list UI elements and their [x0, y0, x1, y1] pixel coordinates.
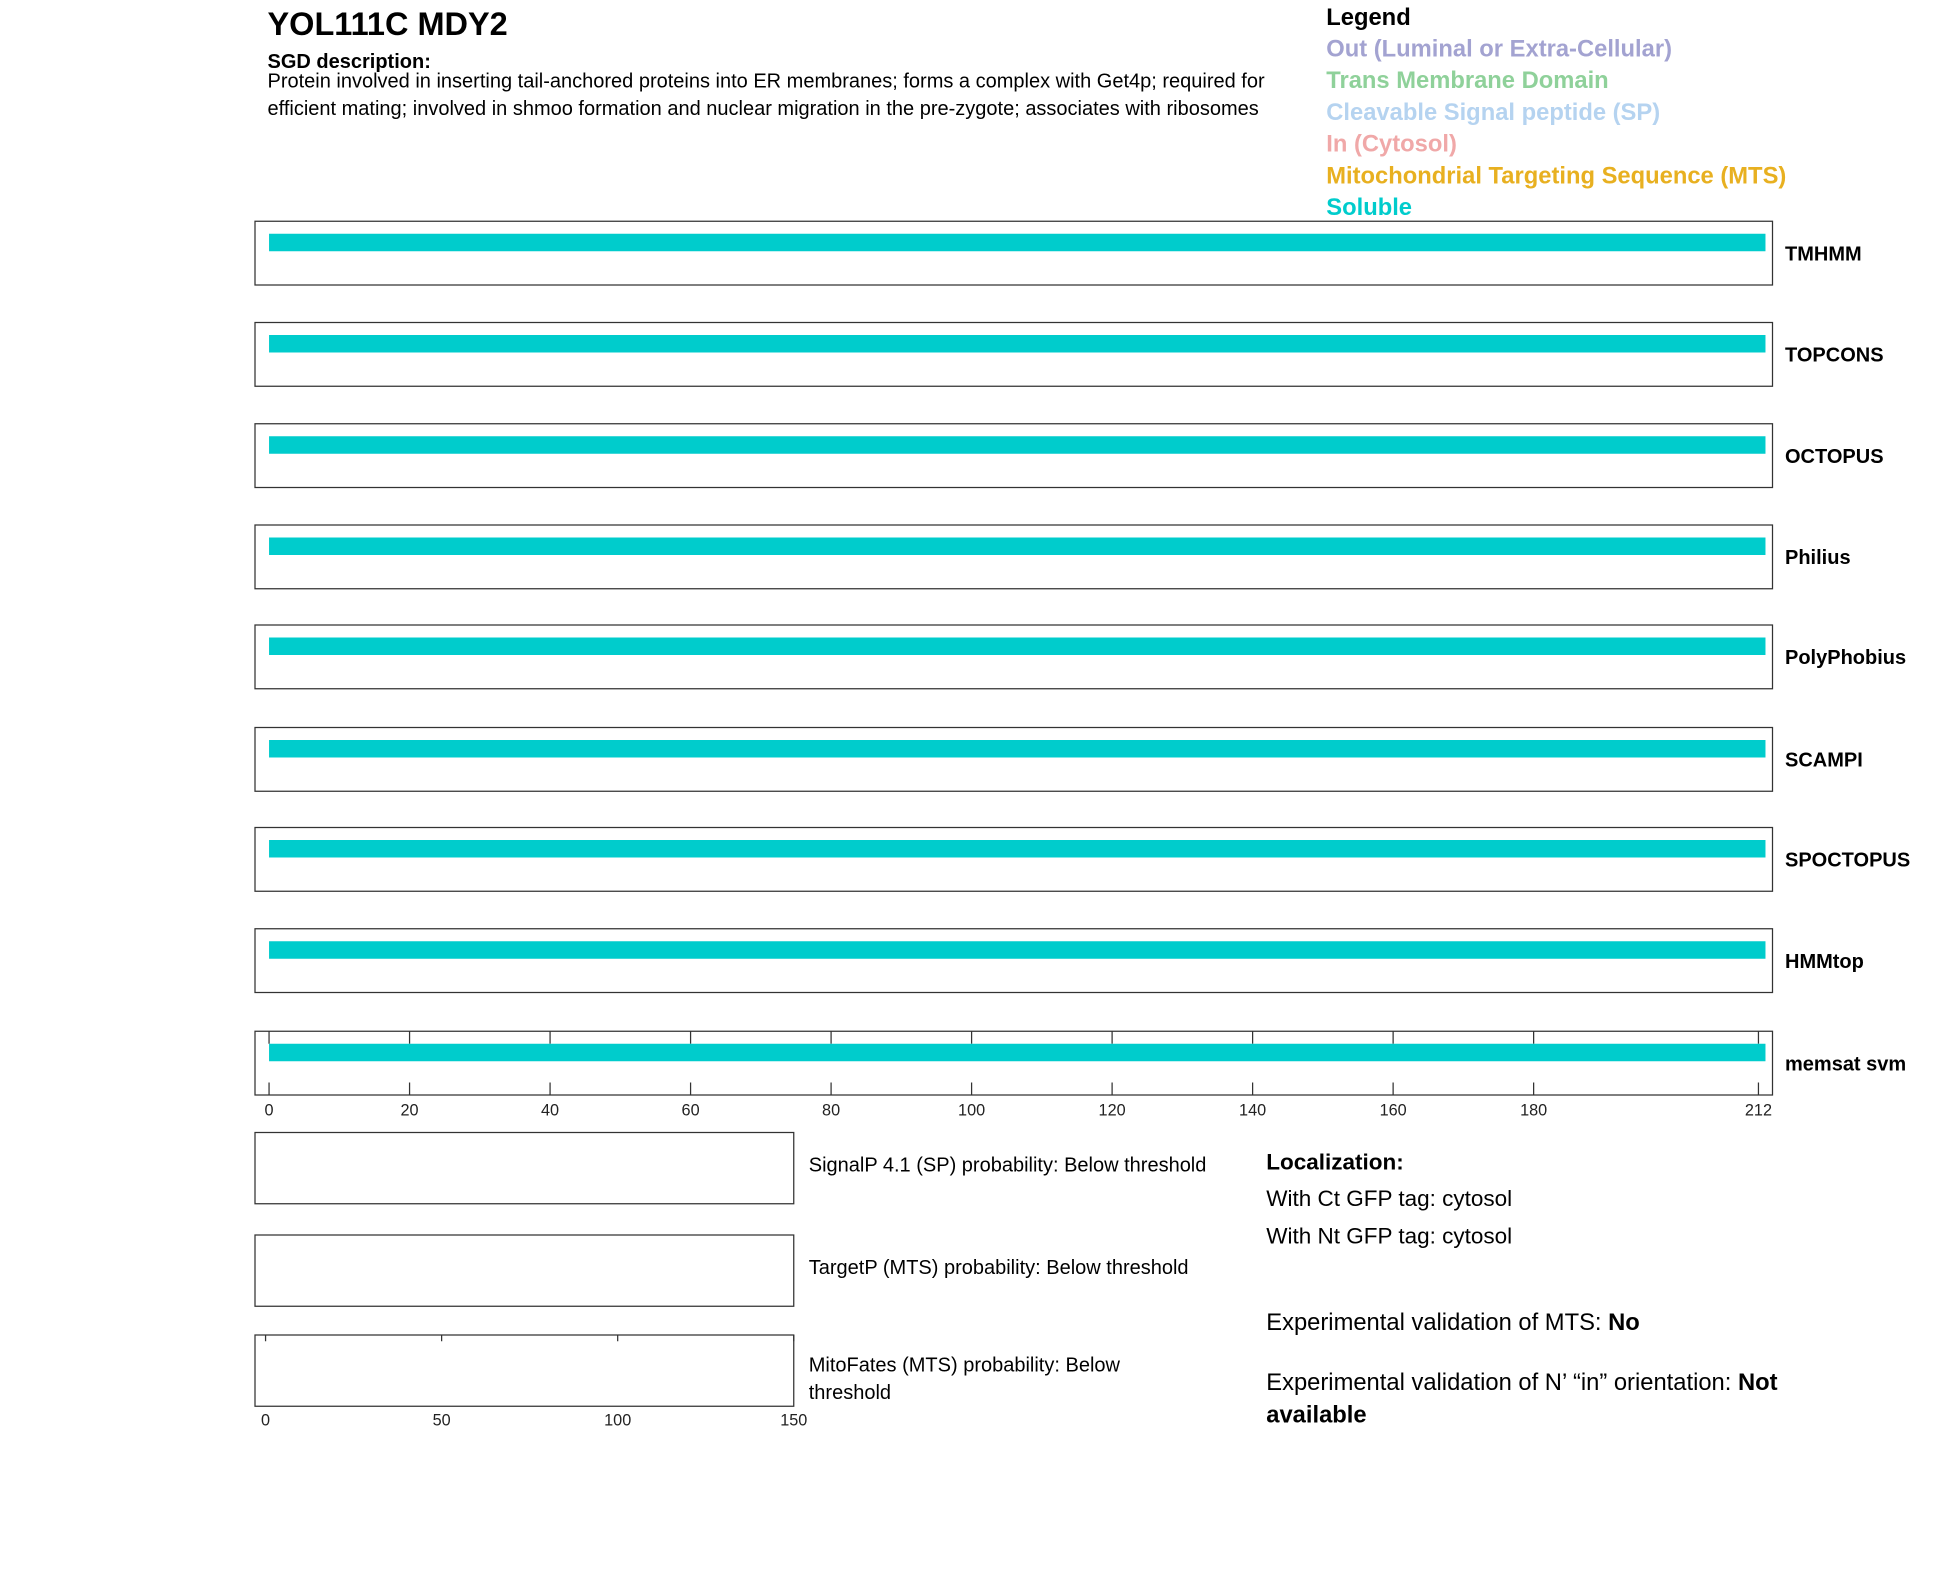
x-tick-label: 100 [604, 1412, 631, 1430]
legend-item: Out (Luminal or Extra-Cellular) [1326, 35, 1672, 62]
legend-item: Trans Membrane Domain [1326, 67, 1608, 94]
localization-item: With Nt GFP tag: cytosol [1266, 1223, 1512, 1248]
probability-box [254, 1131, 795, 1205]
track-box [254, 220, 1774, 286]
validation: Experimental validation of MTS: No [1266, 1308, 1841, 1341]
validation-value: Not available [1266, 1370, 1778, 1429]
track-box [254, 624, 1774, 690]
track-label: SPOCTOPUS [1785, 850, 1910, 872]
track-box [254, 826, 1774, 892]
x-tick-label: 100 [958, 1102, 985, 1120]
track-label: SCAMPI [1785, 750, 1863, 772]
description-box: Protein involved in inserting tail-ancho… [267, 71, 1265, 120]
localization-heading: Localization: [1266, 1150, 1404, 1175]
validation-label: Experimental validation of MTS: [1266, 1310, 1602, 1337]
track-label: PolyPhobius [1785, 647, 1906, 669]
track-box [254, 928, 1774, 994]
x-tick-label: 50 [433, 1412, 451, 1430]
segment [269, 436, 1766, 454]
track-box [254, 321, 1774, 387]
track-label: Philius [1785, 547, 1851, 569]
description: Protein involved in inserting tail-ancho… [267, 71, 1265, 120]
segment [269, 233, 1766, 252]
probability-label-box: TargetP (MTS) probability: Below thresho… [808, 1257, 1189, 1279]
x-tick-label: 212 [1745, 1102, 1772, 1120]
probability-label-box: MitoFates (MTS) probability: Below thres… [808, 1355, 1120, 1404]
x-tick-label: 60 [682, 1102, 700, 1120]
probability-label: MitoFates (MTS) probability: Below thres… [808, 1355, 1120, 1404]
x-tick-label: 160 [1380, 1102, 1407, 1120]
track-box [254, 726, 1774, 792]
description-heading: SGD description: [268, 51, 431, 73]
track-label: TOPCONS [1785, 345, 1884, 367]
segment [269, 1043, 1766, 1062]
segment [269, 840, 1766, 858]
validation-value: No [1608, 1310, 1640, 1337]
track-box [254, 423, 1774, 489]
probability-label: SignalP 4.1 (SP) probability: Below thre… [808, 1155, 1207, 1177]
track-label: TMHMM [1785, 243, 1862, 265]
legend-item: Mitochondrial Targeting Sequence (MTS) [1326, 162, 1786, 189]
validation-box: Experimental validation of N’ “in” orien… [1266, 1368, 1841, 1433]
segment [269, 335, 1766, 353]
legend-item: In (Cytosol) [1326, 131, 1457, 158]
track-label: HMMtop [1785, 951, 1864, 973]
probability-box [254, 1234, 795, 1307]
track-box [254, 524, 1774, 590]
x-tick-label: 0 [261, 1412, 270, 1430]
validation-box: Experimental validation of MTS: No [1266, 1308, 1841, 1341]
x-tick-label: 150 [780, 1412, 807, 1430]
segment [269, 537, 1766, 555]
segment [269, 740, 1766, 758]
x-tick-label: 0 [265, 1102, 274, 1120]
validation: Experimental validation of N’ “in” orien… [1266, 1368, 1841, 1433]
validation-label: Experimental validation of N’ “in” orien… [1266, 1370, 1732, 1397]
segment [269, 637, 1766, 655]
track-label: memsat svm [1785, 1053, 1906, 1075]
track-label: OCTOPUS [1785, 446, 1884, 468]
probability-label-box: SignalP 4.1 (SP) probability: Below thre… [808, 1155, 1207, 1177]
probability-box [254, 1334, 795, 1407]
title: YOL111C MDY2 [268, 6, 508, 42]
x-tick-label: 180 [1520, 1102, 1547, 1120]
track-box [254, 1030, 1774, 1096]
x-tick-label: 40 [541, 1102, 559, 1120]
legend-title: Legend [1326, 4, 1410, 31]
segment [269, 941, 1766, 959]
legend-item: Soluble [1326, 194, 1412, 221]
x-tick-label: 120 [1099, 1102, 1126, 1120]
localization-item: With Ct GFP tag: cytosol [1266, 1186, 1512, 1211]
x-tick-label: 140 [1239, 1102, 1266, 1120]
probability-label: TargetP (MTS) probability: Below thresho… [808, 1257, 1189, 1279]
x-tick-label: 20 [401, 1102, 419, 1120]
legend-item: Cleavable Signal peptide (SP) [1326, 99, 1660, 126]
x-tick-label: 80 [822, 1102, 840, 1120]
